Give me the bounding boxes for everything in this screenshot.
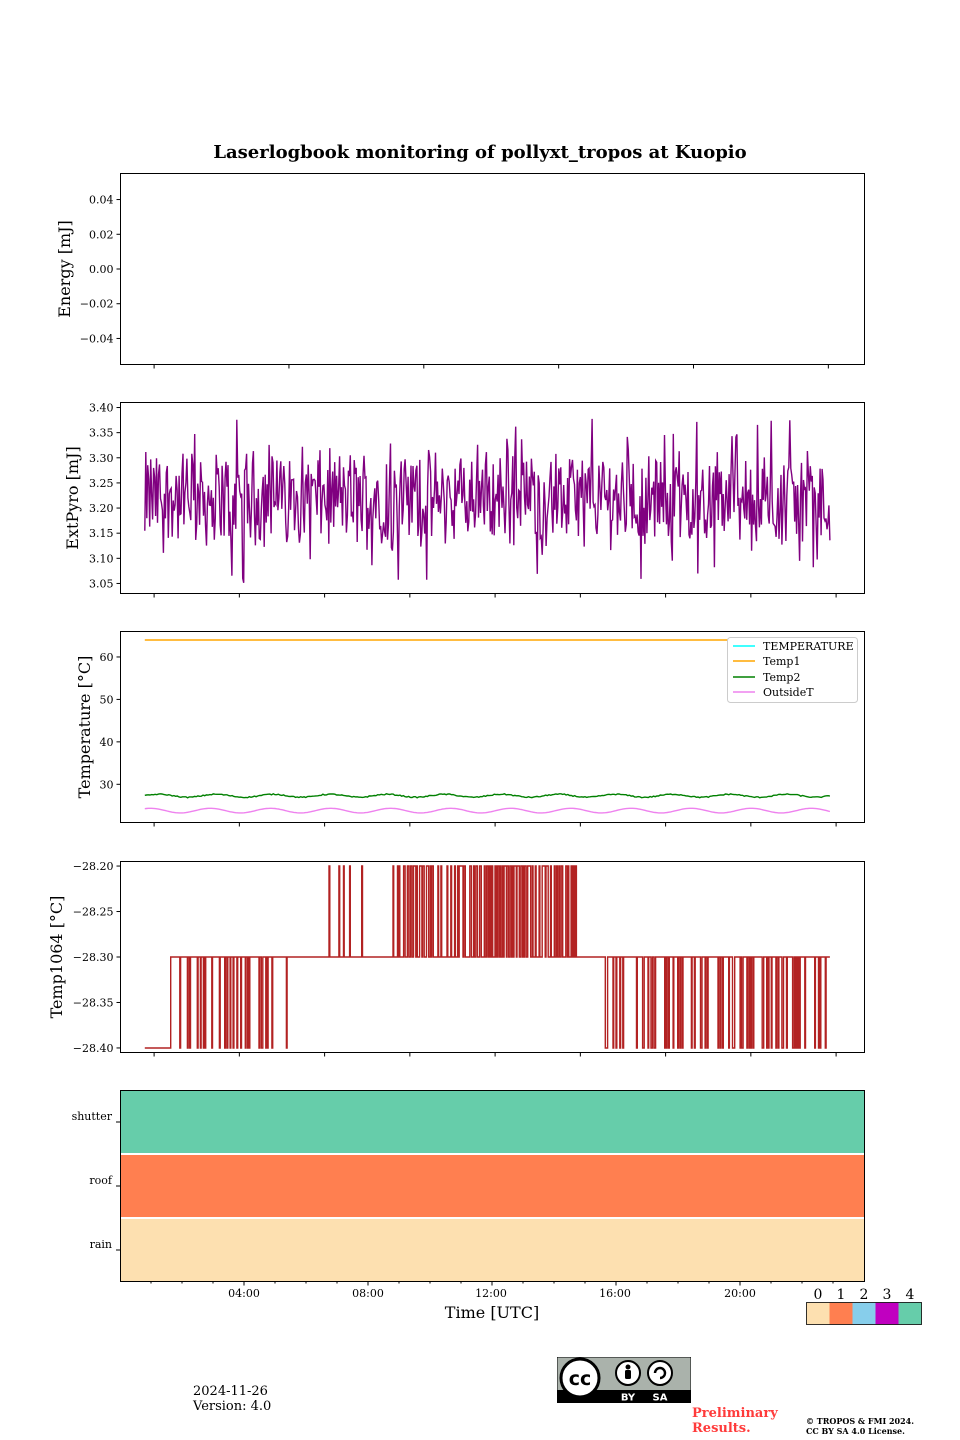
- ytick-label: 0.04: [89, 194, 114, 207]
- status-panel: shutter roof rain 04:00 08:00 12:00 16:0…: [72, 1090, 865, 1322]
- cc-icon: [559, 1357, 601, 1399]
- cc-icon-text: cc: [569, 1368, 592, 1390]
- ytick-label: 0.02: [89, 228, 114, 241]
- temp1064-xticks: [153, 1052, 837, 1057]
- sa-share-icon: [647, 1360, 673, 1386]
- colorbar-tick-1: 1: [837, 1287, 846, 1303]
- legend-label-temp2: Temp2: [763, 671, 800, 684]
- temp1064-yticks: −28.20 −28.25 −28.30 −28.35 −28.40: [73, 860, 121, 1055]
- temp1064-ylabel: Temp1064 [°C]: [47, 896, 66, 1019]
- by-person-body-icon: [625, 1370, 631, 1379]
- temperature-panel: 60 50 40 30 Temperature [°C] TEMPERATURE Te…: [75, 631, 865, 827]
- extpyro-panel: 3.40 3.35 3.30 3.25 3.20 3.15 3.10 3.05 ExtPyro…: [63, 402, 865, 598]
- status-xtick-label-1200: 12:00: [475, 1287, 507, 1300]
- colorbar-cell-4: [898, 1302, 922, 1325]
- ytick-label: 3.05: [89, 577, 114, 590]
- status-xlabel: Time [UTC]: [445, 1303, 539, 1322]
- version-text: Version: 4.0: [193, 1399, 272, 1414]
- extpyro-series-line: [144, 418, 831, 583]
- ytick-label: −28.30: [73, 951, 114, 964]
- colorbar-tick-3: 3: [883, 1287, 892, 1303]
- preliminary-text: Preliminary Results.: [692, 1406, 778, 1436]
- extpyro-axes: [120, 402, 865, 594]
- ytick-label: 0.00: [89, 263, 114, 276]
- temperature-xticks: [153, 822, 837, 827]
- legend-frame: [727, 637, 858, 703]
- temp1064-panel: −28.20 −28.25 −28.30 −28.35 −28.40 Temp1064 …: [47, 860, 865, 1057]
- by-person-head-icon: [625, 1364, 631, 1370]
- by-label: BY: [621, 1393, 636, 1404]
- status-ytick-shutter: shutter: [72, 1110, 113, 1123]
- colorbar-tick-2: 2: [860, 1287, 869, 1303]
- energy-panel: 0.04 0.02 0.00 −0.02 −0.04 Energy [mJ]: [55, 173, 865, 369]
- status-row-roof: [120, 1154, 865, 1218]
- ytick-label: −28.25: [73, 906, 114, 919]
- colorbar-tick-0: 0: [814, 1287, 823, 1303]
- ytick-label: 3.40: [89, 402, 114, 415]
- figure-title: Laserlogbook monitoring of pollyxt_tropo…: [213, 142, 746, 163]
- preliminary-results-note: Preliminary Results.: [692, 1406, 778, 1436]
- ytick-label: −28.35: [73, 996, 114, 1009]
- cc-by-sa-license-badge: cc BY SA: [557, 1357, 691, 1403]
- temperature-yticks: 60 50 40 30: [100, 651, 121, 791]
- status-xtick-label-1600: 16:00: [599, 1287, 631, 1300]
- legend-label-temperature: TEMPERATURE: [763, 640, 854, 653]
- copyright-note: © TROPOS & FMI 2024. CC BY SA 4.0 Licens…: [806, 1416, 914, 1436]
- ytick-label: −0.04: [80, 332, 114, 345]
- outsideT-series-line: [144, 807, 831, 814]
- copyright-line-2: CC BY SA 4.0 License.: [806, 1426, 905, 1436]
- status-row-shutter: [120, 1090, 865, 1154]
- energy-yticks: 0.04 0.02 0.00 −0.02 −0.04: [80, 194, 121, 345]
- ytick-label: −28.20: [73, 860, 114, 873]
- colorbar-cell-3: [875, 1302, 899, 1325]
- ytick-label: −28.40: [73, 1042, 114, 1055]
- extpyro-yticks: 3.40 3.35 3.30 3.25 3.20 3.15 3.10 3.05: [89, 402, 121, 590]
- energy-axes: [120, 173, 865, 365]
- energy-ylabel: Energy [mJ]: [55, 220, 74, 318]
- status-xtick-label-0400: 04:00: [228, 1287, 260, 1300]
- colorbar-cell-2: [852, 1302, 876, 1325]
- temp2-series-line: [144, 793, 831, 799]
- extpyro-ylabel: ExtPyro [mJ]: [63, 446, 82, 549]
- status-colorbar: 0 1 2 3 4: [806, 1287, 922, 1325]
- status-ytick-rain: rain: [90, 1238, 112, 1251]
- ytick-label: 3.30: [89, 452, 114, 465]
- legend-label-temp1: Temp1: [763, 655, 800, 668]
- ytick-label: 3.20: [89, 502, 114, 515]
- ytick-label: 3.25: [89, 477, 114, 490]
- status-xticks: [150, 1281, 834, 1286]
- temperature-ylabel: Temperature [°C]: [75, 656, 94, 799]
- temperature-legend: TEMPERATURE Temp1 Temp2 OutsideT: [727, 637, 858, 703]
- colorbar-frame: [806, 1302, 922, 1325]
- sa-arrow-icon: [653, 1366, 667, 1380]
- temperature-axes: [120, 631, 865, 823]
- status-xtick-label-0800: 08:00: [352, 1287, 384, 1300]
- ytick-label: 3.35: [89, 427, 114, 440]
- ytick-label: −0.02: [80, 298, 114, 311]
- colorbar-tick-4: 4: [906, 1287, 915, 1303]
- ytick-label: 50: [100, 693, 114, 706]
- extpyro-xticks: [153, 593, 837, 598]
- sa-label: SA: [653, 1393, 668, 1404]
- copyright-line-1: © TROPOS & FMI 2024.: [806, 1416, 915, 1426]
- status-xtick-label-2000: 20:00: [724, 1287, 756, 1300]
- ytick-label: 30: [100, 778, 114, 791]
- ytick-label: 3.10: [89, 552, 114, 565]
- status-ytick-roof: roof: [89, 1174, 113, 1187]
- colorbar-cell-0: [806, 1302, 830, 1325]
- energy-xticks: [153, 364, 829, 369]
- legend-label-outsideT: OutsideT: [763, 686, 814, 699]
- ytick-label: 3.15: [89, 527, 114, 540]
- colorbar-cell-1: [829, 1302, 853, 1325]
- ytick-label: 60: [100, 651, 114, 664]
- date-text: 2024-11-26: [193, 1384, 268, 1399]
- temp1064-series-line: [144, 865, 830, 1049]
- status-row-rain: [120, 1218, 865, 1282]
- ytick-label: 40: [100, 736, 114, 749]
